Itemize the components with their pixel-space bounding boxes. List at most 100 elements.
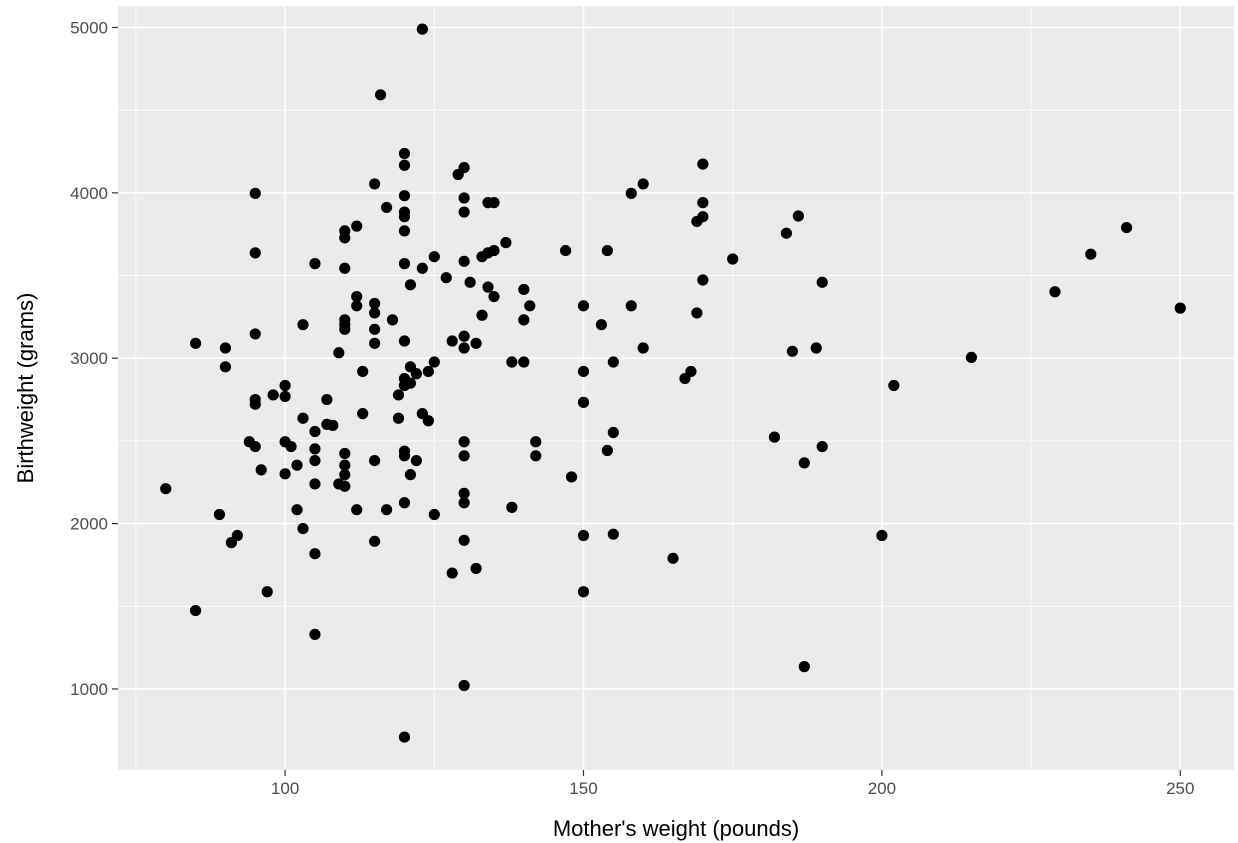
data-point: [374, 89, 387, 101]
data-point: [595, 319, 608, 331]
data-point: [321, 393, 333, 406]
data-point: [458, 192, 470, 204]
data-point: [667, 552, 679, 564]
data-point: [476, 309, 488, 321]
data-point: [404, 469, 417, 481]
data-point: [458, 255, 470, 267]
data-point: [261, 586, 273, 598]
data-point: [470, 562, 482, 575]
data-point: [255, 464, 267, 476]
data-point: [369, 535, 381, 547]
data-point: [601, 444, 613, 457]
data-point: [369, 307, 381, 319]
data-point: [339, 480, 351, 492]
data-point: [458, 450, 470, 462]
data-point: [607, 356, 619, 368]
data-point: [404, 279, 417, 291]
data-point: [219, 342, 232, 354]
data-point: [876, 529, 888, 542]
data-point: [410, 454, 422, 467]
data-point: [446, 335, 458, 347]
data-point: [816, 440, 828, 453]
data-point: [446, 567, 458, 579]
data-point: [297, 319, 309, 331]
data-point: [351, 504, 363, 516]
data-point: [386, 314, 399, 326]
data-point: [625, 300, 637, 312]
data-point: [965, 351, 978, 364]
data-point: [339, 459, 351, 471]
data-point: [458, 436, 470, 448]
data-point: [267, 389, 279, 401]
data-point: [369, 178, 381, 190]
data-point: [530, 450, 542, 462]
data-point: [369, 297, 381, 310]
data-point: [369, 323, 381, 335]
data-point: [225, 537, 237, 549]
data-point: [607, 528, 619, 540]
data-point: [357, 408, 369, 420]
y-tick-label: 4000: [70, 184, 108, 203]
data-point: [189, 604, 202, 617]
data-point: [285, 440, 297, 453]
y-tick-label: 2000: [70, 515, 108, 534]
data-point: [398, 159, 411, 171]
data-point: [798, 661, 810, 673]
data-point: [577, 396, 590, 408]
data-point: [458, 534, 470, 546]
data-point: [607, 426, 619, 439]
data-point: [691, 307, 703, 319]
data-point: [428, 356, 440, 368]
data-point: [577, 300, 590, 312]
data-point: [1085, 248, 1097, 260]
data-point: [679, 372, 691, 385]
y-axis-ticks: 1000 2000 3000 4000 5000: [70, 18, 118, 699]
data-point: [297, 412, 309, 424]
data-point: [351, 300, 363, 312]
plot-panel: [118, 6, 1234, 770]
data-point: [189, 337, 202, 349]
x-tick-label: 100: [271, 779, 299, 798]
data-point: [518, 283, 530, 296]
data-point: [309, 443, 321, 455]
data-point: [577, 529, 590, 542]
data-point: [518, 314, 530, 326]
data-point: [398, 258, 411, 270]
data-point: [351, 220, 363, 232]
data-point: [786, 345, 798, 357]
data-point: [577, 586, 590, 598]
data-point: [249, 328, 261, 340]
data-point: [297, 522, 309, 535]
data-point: [810, 342, 822, 354]
data-point: [160, 483, 172, 495]
data-point: [309, 478, 321, 490]
data-point: [279, 379, 291, 392]
data-point: [339, 262, 351, 274]
data-point: [637, 178, 649, 190]
data-point: [458, 487, 470, 499]
data-point: [458, 679, 470, 692]
data-point: [398, 379, 411, 392]
x-tick-label: 200: [868, 779, 896, 798]
data-point: [249, 440, 261, 453]
data-point: [888, 379, 900, 392]
data-point: [219, 361, 232, 373]
data-point: [500, 237, 512, 249]
data-point: [380, 201, 393, 214]
major-gridlines: [118, 6, 1234, 770]
data-point: [398, 225, 411, 237]
data-point: [691, 215, 703, 228]
data-point: [309, 548, 321, 560]
y-tick-label: 5000: [70, 18, 108, 37]
data-points: [160, 23, 1186, 743]
data-point: [428, 508, 440, 521]
data-point: [339, 469, 351, 481]
data-point: [380, 504, 393, 516]
data-point: [768, 431, 781, 443]
data-point: [559, 244, 572, 257]
y-axis-title: Birthweight (grams): [13, 293, 38, 484]
data-point: [816, 276, 828, 288]
data-point: [506, 356, 518, 368]
data-point: [601, 244, 613, 257]
